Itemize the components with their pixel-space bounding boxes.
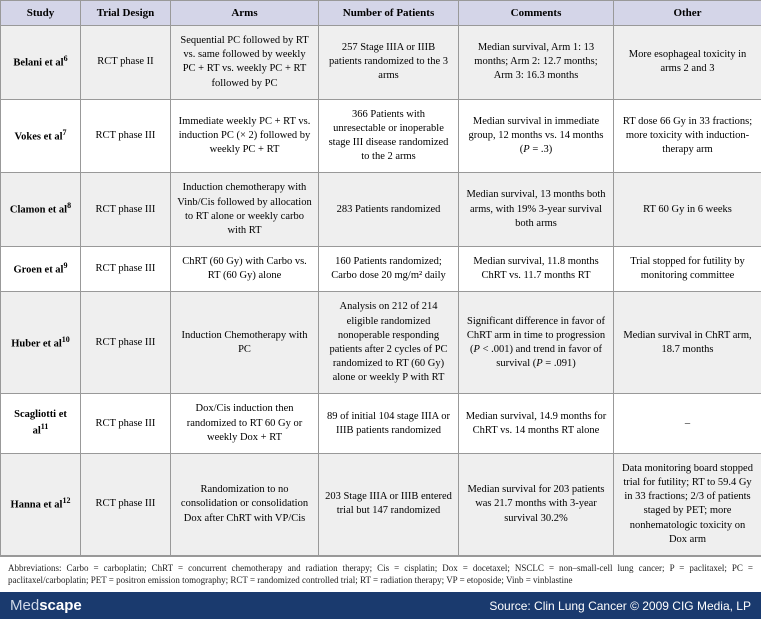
column-header: Arms	[171, 1, 319, 26]
column-header: Comments	[459, 1, 614, 26]
other-cell: Trial stopped for futility by monitoring…	[614, 247, 761, 292]
study-cell: Groen et al9	[1, 247, 81, 292]
table-row: Hanna et al12RCT phase IIIRandomization …	[1, 453, 761, 555]
medscape-logo: Medscape	[10, 597, 82, 614]
column-header: Number of Patients	[319, 1, 459, 26]
patients-cell: 203 Stage IIIA or IIIB entered trial but…	[319, 453, 459, 555]
comments-cell: Median survival, Arm 1: 13 months; Arm 2…	[459, 26, 614, 100]
comments-cell: Median survival, 14.9 months for ChRT vs…	[459, 394, 614, 454]
study-cell: Clamon et al8	[1, 173, 81, 247]
table-header-row: StudyTrial DesignArmsNumber of PatientsC…	[1, 1, 761, 26]
arms-cell: ChRT (60 Gy) with Carbo vs. RT (60 Gy) a…	[171, 247, 319, 292]
trial-design-cell: RCT phase III	[81, 453, 171, 555]
study-cell: Huber et al10	[1, 292, 81, 394]
trial-design-cell: RCT phase III	[81, 292, 171, 394]
trial-design-cell: RCT phase III	[81, 394, 171, 454]
table-row: Groen et al9RCT phase IIIChRT (60 Gy) wi…	[1, 247, 761, 292]
arms-cell: Immediate weekly PC + RT vs. induction P…	[171, 99, 319, 173]
table-body: Belani et al6RCT phase IISequential PC f…	[1, 26, 761, 556]
trial-design-cell: RCT phase III	[81, 99, 171, 173]
patients-cell: 89 of initial 104 stage IIIA or IIIB pat…	[319, 394, 459, 454]
comments-cell: Significant difference in favor of ChRT …	[459, 292, 614, 394]
other-cell: More esophageal toxicity in arms 2 and 3	[614, 26, 761, 100]
trial-design-cell: RCT phase III	[81, 247, 171, 292]
table-row: Vokes et al7RCT phase IIIImmediate weekl…	[1, 99, 761, 173]
patients-cell: 283 Patients randomized	[319, 173, 459, 247]
patients-cell: Analysis on 212 of 214 eligible randomiz…	[319, 292, 459, 394]
study-cell: Hanna et al12	[1, 453, 81, 555]
study-cell: Belani et al6	[1, 26, 81, 100]
brand-suffix: scape	[39, 597, 82, 614]
comments-cell: Median survival, 13 months both arms, wi…	[459, 173, 614, 247]
other-cell: Median survival in ChRT arm, 18.7 months	[614, 292, 761, 394]
arms-cell: Induction chemotherapy with Vinb/Cis fol…	[171, 173, 319, 247]
table-row: Clamon et al8RCT phase IIIInduction chem…	[1, 173, 761, 247]
arms-cell: Induction Chemotherapy with PC	[171, 292, 319, 394]
footer-bar: Medscape Source: Clin Lung Cancer © 2009…	[0, 592, 761, 619]
column-header: Other	[614, 1, 761, 26]
trial-design-cell: RCT phase II	[81, 26, 171, 100]
other-cell: Data monitoring board stopped trial for …	[614, 453, 761, 555]
column-header: Study	[1, 1, 81, 26]
arms-cell: Randomization to no consolidation or con…	[171, 453, 319, 555]
table-row: Belani et al6RCT phase IISequential PC f…	[1, 26, 761, 100]
comments-cell: Median survival in immediate group, 12 m…	[459, 99, 614, 173]
arms-cell: Dox/Cis induction then randomized to RT …	[171, 394, 319, 454]
patients-cell: 160 Patients randomized; Carbo dose 20 m…	[319, 247, 459, 292]
brand-prefix: Med	[10, 597, 39, 614]
comments-cell: Median survival for 203 patients was 21.…	[459, 453, 614, 555]
study-cell: Scagliotti et al11	[1, 394, 81, 454]
study-cell: Vokes et al7	[1, 99, 81, 173]
comments-cell: Median survival, 11.8 months ChRT vs. 11…	[459, 247, 614, 292]
trial-design-cell: RCT phase III	[81, 173, 171, 247]
arms-cell: Sequential PC followed by RT vs. same fo…	[171, 26, 319, 100]
source-citation: Source: Clin Lung Cancer © 2009 CIG Medi…	[489, 599, 751, 613]
clinical-trials-table: StudyTrial DesignArmsNumber of PatientsC…	[0, 0, 761, 556]
other-cell: RT dose 66 Gy in 33 fractions; more toxi…	[614, 99, 761, 173]
column-header: Trial Design	[81, 1, 171, 26]
other-cell: –	[614, 394, 761, 454]
abbreviations-text: Abbreviations: Carbo = carboplatin; ChRT…	[0, 556, 761, 592]
table-row: Scagliotti et al11RCT phase IIIDox/Cis i…	[1, 394, 761, 454]
other-cell: RT 60 Gy in 6 weeks	[614, 173, 761, 247]
table-row: Huber et al10RCT phase IIIInduction Chem…	[1, 292, 761, 394]
patients-cell: 366 Patients with unresectable or inoper…	[319, 99, 459, 173]
patients-cell: 257 Stage IIIA or IIIB patients randomiz…	[319, 26, 459, 100]
